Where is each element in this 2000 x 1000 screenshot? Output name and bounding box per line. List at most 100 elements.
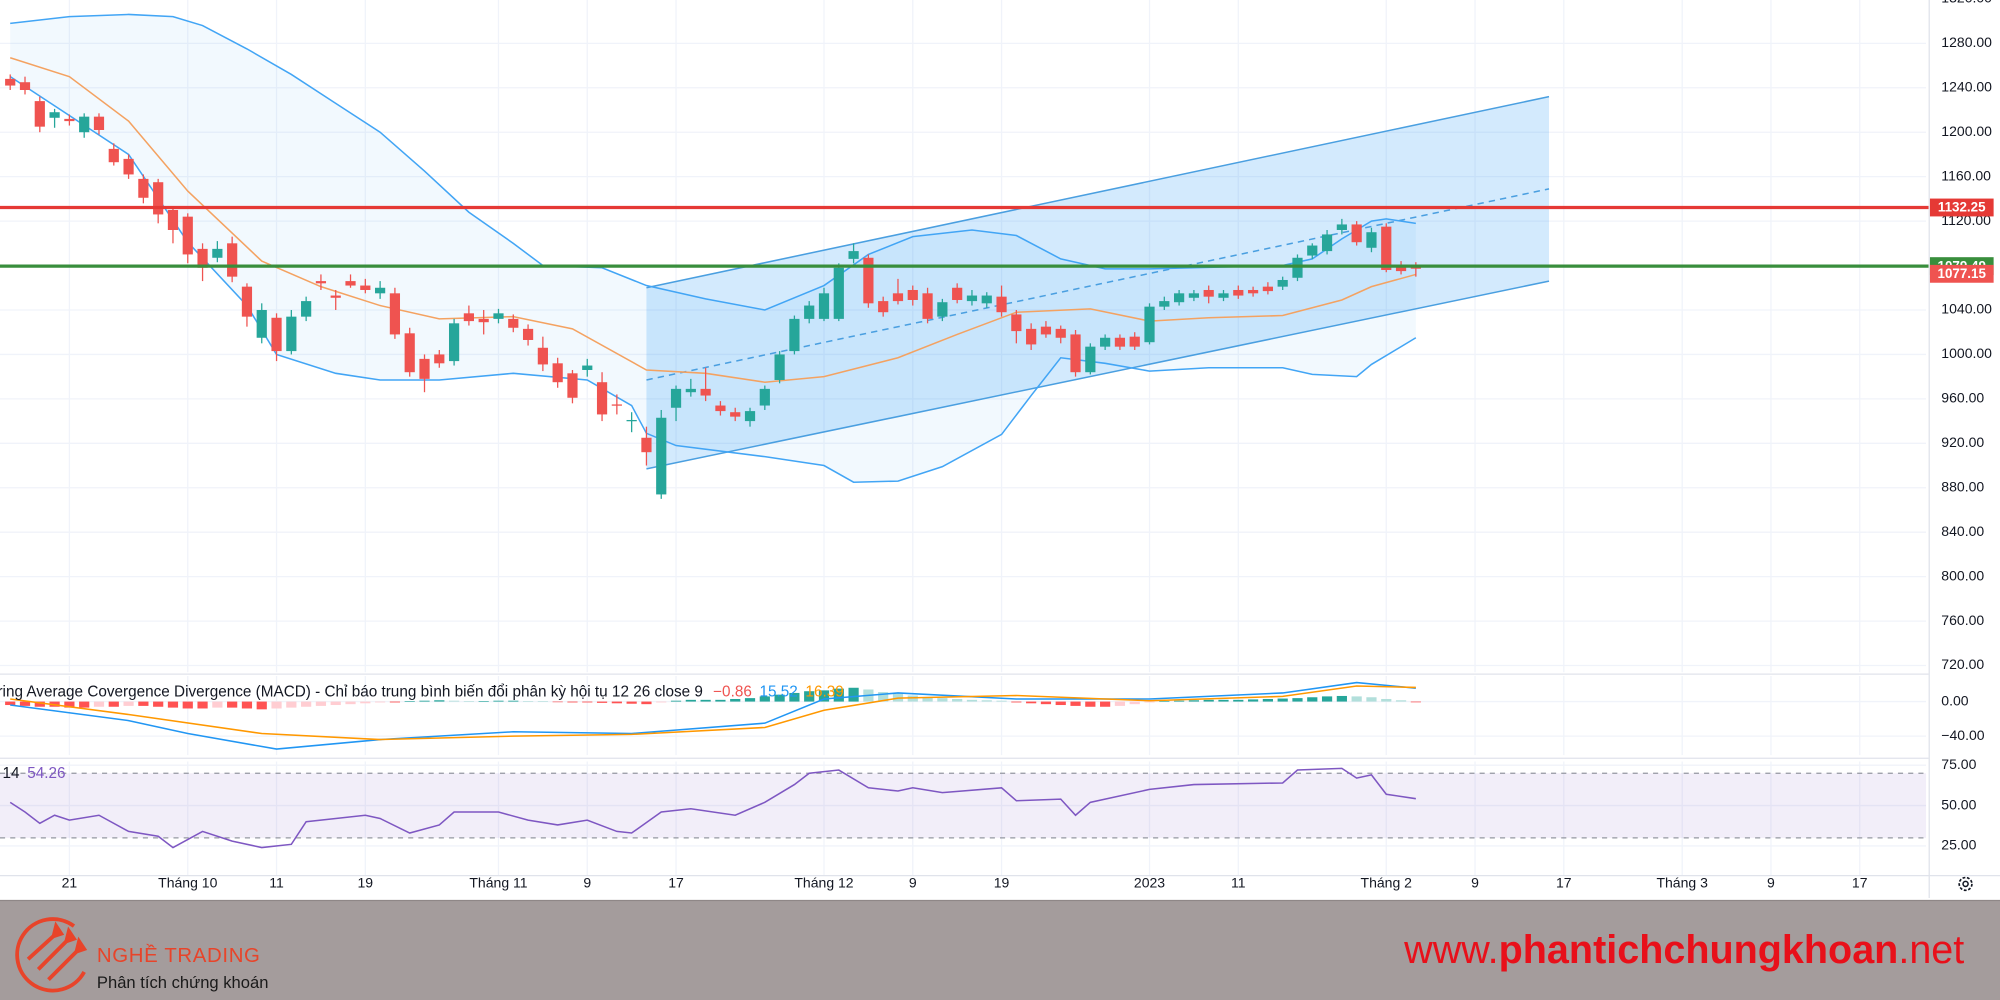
candle-body (656, 417, 667, 495)
candle-body (493, 313, 504, 319)
candle-body (1336, 224, 1347, 230)
macd-histogram-bar (774, 694, 785, 702)
macd-histogram-bar (552, 701, 563, 703)
candle-body (922, 293, 933, 319)
candle-body (34, 101, 45, 127)
price-label-box (1929, 198, 1994, 217)
y-tick-label: 800.00 (1941, 567, 1984, 583)
candle-body (596, 382, 608, 415)
macd-histogram-bar (537, 701, 548, 702)
macd-histogram-bar (611, 701, 622, 704)
candle-body (508, 318, 519, 328)
settings-icon[interactable] (1958, 876, 1973, 892)
candle-body (1070, 334, 1081, 373)
candle-body (670, 388, 682, 408)
macd-histogram-bar (448, 700, 460, 702)
macd-histogram-bar (1144, 701, 1155, 703)
y-tick-label: 920.00 (1941, 434, 1984, 450)
macd-title: ring Average Covergence Divergence (MACD… (0, 684, 703, 701)
macd-histogram-bar (167, 701, 179, 708)
candle-body (1174, 293, 1185, 303)
candle-body (286, 316, 297, 352)
macd-histogram-bar (1114, 701, 1126, 706)
candle-body (1011, 314, 1022, 332)
macd-histogram-bar (345, 701, 356, 705)
x-tick-label: 19 (994, 875, 1010, 891)
macd-histogram-bar (419, 700, 430, 702)
candle-body (1040, 326, 1052, 335)
candle-body (1085, 346, 1096, 373)
candle-body (567, 373, 578, 398)
candle-body (641, 437, 652, 453)
macd-histogram-bar (123, 701, 134, 706)
candle-body (138, 178, 149, 198)
macd-histogram-bar (463, 701, 474, 702)
candle-body (1203, 289, 1214, 297)
candle-body (685, 388, 696, 393)
candle-body (271, 317, 282, 352)
macd-histogram-bar (315, 701, 327, 706)
candle-body (552, 363, 563, 383)
macd-histogram-bar (64, 701, 75, 708)
macd-histogram-bar (700, 699, 711, 702)
candle-body (153, 182, 164, 215)
candle-body (582, 365, 593, 370)
candle-body (1159, 301, 1170, 307)
candle-body (1100, 337, 1111, 347)
candle-body (818, 293, 830, 319)
y-tick-label: 50.00 (1941, 796, 1976, 812)
macd-histogram-bar (1188, 700, 1200, 702)
macd-histogram-bar (848, 687, 859, 702)
candle-body (212, 248, 223, 258)
y-tick-label: 760.00 (1941, 612, 1984, 628)
macd-histogram-bar (656, 701, 667, 703)
macd-histogram-bar (937, 698, 948, 702)
candle-body (522, 328, 534, 340)
candle-body (345, 281, 356, 286)
y-tick-label: 75.00 (1941, 756, 1976, 772)
candle-body (744, 411, 756, 422)
y-tick-label: 1240.00 (1941, 78, 1992, 94)
macd-histogram-bar (1085, 701, 1096, 707)
candle-body (197, 248, 208, 268)
candle-body (1366, 232, 1377, 248)
macd-histogram-bar (1292, 698, 1303, 702)
macd-histogram-bar (744, 698, 756, 702)
macd-histogram-bar (804, 691, 815, 702)
macd-histogram-bar (715, 699, 726, 702)
candle-body (182, 216, 193, 255)
y-tick-label: 25.00 (1941, 837, 1976, 853)
macd-histogram-bar (1366, 697, 1377, 702)
macd-histogram-bar (389, 701, 401, 703)
channel-upper (646, 95, 1550, 289)
macd-histogram-bar (522, 701, 534, 702)
tagline: Phân tích chứng khoán (97, 973, 268, 992)
url-prefix: www. (1403, 928, 1498, 972)
macd-histogram-bar (626, 701, 637, 704)
y-tick-label: 880.00 (1941, 478, 1984, 494)
macd-histogram-bar (434, 700, 445, 702)
candle-body (167, 209, 179, 230)
y-tick-label: 1000.00 (1941, 345, 1992, 361)
macd-histogram-bar (286, 701, 297, 708)
y-tick-label: 1040.00 (1941, 301, 1992, 317)
price-label-box (1929, 264, 1994, 283)
candle-body (93, 116, 105, 130)
candle-body (833, 267, 844, 319)
candle-body (1188, 293, 1200, 298)
banner (0, 900, 2000, 1000)
macd-value: 15.52 (760, 684, 798, 701)
macd-histogram-bar (685, 699, 696, 702)
rsi-line (9, 767, 1416, 849)
macd-histogram-bar (922, 697, 933, 702)
macd-histogram-bar (301, 701, 312, 707)
plot-layer: 21 Tháng 10 11 19 Tháng 11 9 17 Tháng 12 9 19 2023… (0, 0, 1994, 891)
macd-histogram-bar (93, 701, 105, 707)
macd-histogram-bar (759, 696, 770, 702)
x-tick-label: 9 (909, 875, 917, 891)
macd-histogram-bar (1040, 701, 1052, 705)
candle-body (626, 419, 637, 422)
macd-histogram-bar (1159, 701, 1170, 702)
macd-histogram-bar (818, 690, 830, 702)
